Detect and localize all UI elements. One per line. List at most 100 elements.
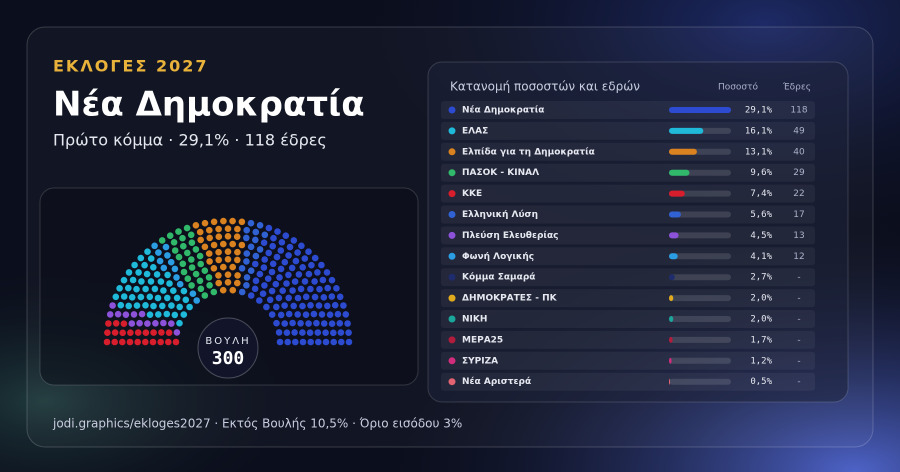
seat <box>314 269 321 276</box>
seat <box>193 297 200 304</box>
percent-label: 4,1% <box>750 252 772 262</box>
seat <box>201 243 209 251</box>
seat <box>197 236 204 244</box>
row <box>441 247 815 266</box>
seat <box>157 278 165 285</box>
seat <box>274 228 281 235</box>
seat <box>126 338 134 346</box>
seats-label: 29 <box>793 168 805 178</box>
seat <box>152 320 159 327</box>
seat <box>238 218 246 226</box>
seat <box>120 320 128 328</box>
seats-label: 13 <box>793 231 804 241</box>
seats-label: 118 <box>790 106 807 116</box>
seat <box>256 270 264 278</box>
table-title: Κατανομή ποσοστών και εδρών <box>450 80 640 94</box>
seat <box>291 278 299 285</box>
bar-track <box>669 295 731 302</box>
seat <box>144 248 151 255</box>
seat <box>134 338 141 346</box>
party-name: ΝΙΚΗ <box>462 315 487 325</box>
seat <box>298 242 305 250</box>
seats-label: 40 <box>793 147 805 157</box>
party-name: ΕΛΑΣ <box>462 126 488 136</box>
row <box>441 351 815 370</box>
seats-label: - <box>797 335 800 345</box>
seat <box>111 338 118 346</box>
seat <box>179 234 186 242</box>
seat <box>160 264 168 272</box>
seat <box>328 293 336 300</box>
seat <box>166 280 173 287</box>
bar-track <box>669 232 731 239</box>
seat <box>311 254 319 262</box>
seat <box>117 301 125 309</box>
seat <box>320 294 328 301</box>
seat <box>105 320 112 327</box>
party-dot <box>448 336 456 344</box>
seat <box>336 320 344 327</box>
seat <box>260 239 268 246</box>
seat <box>288 264 296 272</box>
party-name: ΠΑΣΟΚ - ΚΙΝΑΛ <box>462 168 539 178</box>
seat <box>173 294 181 302</box>
seat <box>205 274 213 281</box>
seat <box>268 287 276 295</box>
seat <box>189 290 197 298</box>
seat <box>238 288 246 296</box>
seats-label: 17 <box>793 210 804 220</box>
seat <box>318 311 326 318</box>
seat <box>299 264 307 271</box>
seat <box>294 249 301 256</box>
seat <box>294 294 302 302</box>
seat <box>188 239 196 246</box>
seat <box>307 302 314 309</box>
seat <box>171 265 179 273</box>
seat <box>125 302 132 310</box>
column-header: Έδρες <box>782 83 811 93</box>
seat <box>322 338 330 346</box>
bar-track <box>669 274 731 281</box>
percent-label: 7,4% <box>750 189 772 199</box>
seat <box>281 320 289 327</box>
seat <box>165 338 172 346</box>
row <box>441 226 815 245</box>
seat <box>344 320 351 327</box>
seat <box>103 338 111 346</box>
seat <box>273 319 280 327</box>
seat <box>331 301 339 309</box>
party-dot <box>448 169 456 177</box>
seat <box>197 260 204 268</box>
seat <box>160 319 167 327</box>
seat <box>119 338 126 346</box>
seat <box>168 320 175 327</box>
percent-label: 4,5% <box>750 231 772 241</box>
row <box>441 205 815 224</box>
seat <box>266 296 274 304</box>
seat <box>234 225 241 233</box>
seat <box>326 311 334 319</box>
seat <box>224 233 232 240</box>
seat <box>275 329 283 336</box>
seat <box>186 303 193 311</box>
seats-label: 12 <box>793 252 804 262</box>
seat <box>220 217 227 225</box>
seat <box>137 254 145 262</box>
seat <box>323 269 331 276</box>
bar <box>669 211 681 218</box>
bar-track <box>669 357 731 364</box>
seat <box>256 246 264 253</box>
seat <box>270 234 277 242</box>
bar <box>669 274 675 281</box>
party-seats <box>112 248 193 327</box>
seat <box>133 285 140 293</box>
seat <box>166 232 174 239</box>
seat <box>155 249 162 256</box>
seat <box>299 329 306 336</box>
seat <box>224 225 232 232</box>
bar-track <box>669 336 731 343</box>
seat <box>305 270 313 278</box>
seat <box>256 222 264 229</box>
bar <box>669 378 671 385</box>
seat <box>281 258 289 266</box>
